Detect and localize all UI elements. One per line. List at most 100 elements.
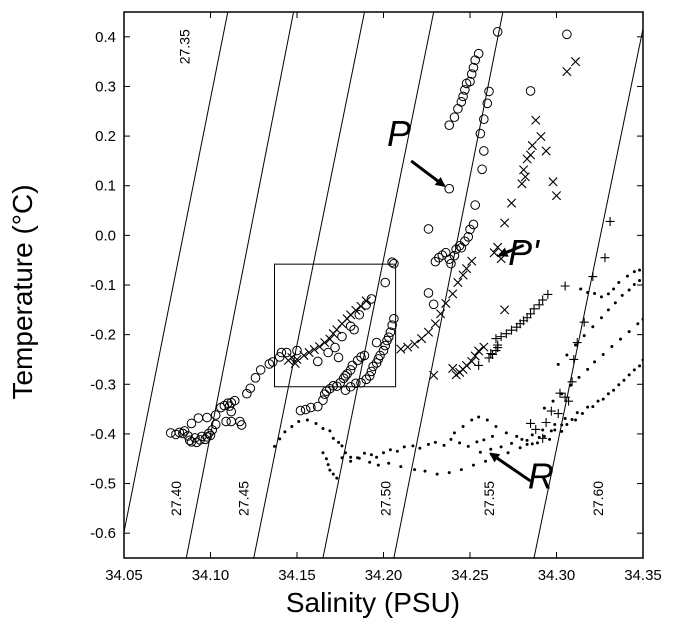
x-tick-label: 34.30: [538, 567, 576, 584]
dot-point: [337, 440, 341, 444]
dot-point: [278, 437, 282, 441]
isopycnal-line: [124, 12, 229, 535]
cross-point: [304, 347, 314, 358]
dot-point: [452, 431, 456, 435]
dot-point: [560, 392, 564, 396]
cross-point: [467, 356, 477, 367]
isopycnal-line: [185, 12, 295, 558]
dot-point: [613, 301, 617, 305]
dot-point: [290, 424, 294, 428]
circle-point: [477, 164, 487, 175]
circle-point: [482, 98, 493, 109]
plus-point: [493, 340, 503, 350]
dot-point: [494, 424, 498, 428]
circle-point: [470, 200, 480, 210]
circle-point: [468, 62, 479, 73]
circle-point: [434, 252, 444, 263]
circle-point: [380, 277, 391, 288]
dot-point: [478, 450, 482, 454]
circle-point: [468, 219, 479, 230]
dot-point: [328, 429, 332, 433]
dot-point: [593, 291, 597, 295]
circle-point: [466, 69, 477, 79]
circle-point: [340, 385, 351, 396]
dot-point: [471, 463, 475, 467]
dot-point: [525, 438, 529, 442]
cross-point: [536, 131, 546, 142]
dot-point: [617, 281, 621, 285]
circle-point: [245, 383, 256, 394]
dot-point: [466, 444, 470, 448]
dot-point: [579, 287, 583, 291]
dot-point: [563, 417, 567, 421]
dot-point: [542, 406, 546, 410]
x-tick-label: 34.15: [278, 567, 316, 584]
dot-point: [362, 451, 366, 455]
cross-point: [423, 327, 434, 337]
plus-point: [546, 406, 556, 416]
plus-point: [541, 417, 551, 427]
cross-point: [287, 352, 297, 363]
dot-point: [504, 431, 508, 435]
dot-point: [632, 368, 636, 372]
dot-point: [433, 440, 437, 444]
plus-point: [600, 253, 610, 263]
x-tick-label: 34.10: [192, 567, 230, 584]
plus-point: [501, 329, 511, 339]
circle-point: [165, 428, 176, 438]
circle-point: [389, 313, 399, 324]
circle-point: [368, 361, 378, 372]
dot-point: [617, 383, 621, 387]
circle-point: [337, 331, 347, 342]
y-tick-label: -0.5: [90, 476, 116, 493]
dot-point: [343, 451, 347, 455]
circle-point: [345, 365, 356, 375]
circle-point: [202, 412, 212, 423]
isopycnal-label: 27.45: [236, 481, 252, 516]
dot-point: [273, 444, 277, 448]
cross-point: [325, 334, 335, 344]
dot-point: [591, 325, 595, 329]
dot-point: [499, 445, 503, 449]
dot-point: [551, 399, 555, 403]
cross-point: [562, 66, 572, 77]
y-tick-label: -0.6: [90, 525, 116, 542]
circle-point: [331, 381, 342, 392]
circle-point: [345, 321, 356, 331]
dot-point: [535, 441, 539, 445]
dot-point: [331, 472, 335, 476]
dot-point: [627, 288, 631, 292]
circle-point: [267, 357, 278, 367]
cross-point: [292, 354, 302, 365]
dot-point: [565, 422, 569, 426]
dot-point: [382, 451, 385, 455]
dot-point: [586, 367, 590, 371]
cross-point: [320, 337, 330, 348]
cross-point: [314, 341, 325, 352]
y-axis-title: Temperature (°C): [7, 184, 38, 399]
dot-point: [305, 418, 309, 422]
plus-point: [605, 216, 615, 226]
plus-point: [588, 272, 598, 282]
annotation-arrow: [410, 159, 446, 187]
plus-point: [560, 281, 570, 291]
dot-point: [490, 434, 494, 438]
circle-point: [223, 398, 233, 408]
dot-point: [297, 420, 301, 423]
circle-point: [178, 428, 188, 439]
highlight-rectangle: [274, 263, 397, 388]
dot-point: [461, 424, 465, 428]
circle-point: [444, 254, 455, 264]
circle-point: [356, 377, 366, 388]
x-tick-label: 34.35: [624, 567, 662, 584]
annotation-arrow: [489, 452, 532, 483]
dot-point: [565, 353, 569, 357]
cross-point: [470, 351, 480, 361]
dot-point: [418, 446, 422, 450]
dot-point: [402, 445, 406, 449]
dot-point: [636, 322, 640, 326]
dot-point: [459, 468, 463, 472]
dot-point: [449, 437, 453, 441]
circle-point: [330, 342, 340, 353]
dot-point: [314, 421, 318, 425]
